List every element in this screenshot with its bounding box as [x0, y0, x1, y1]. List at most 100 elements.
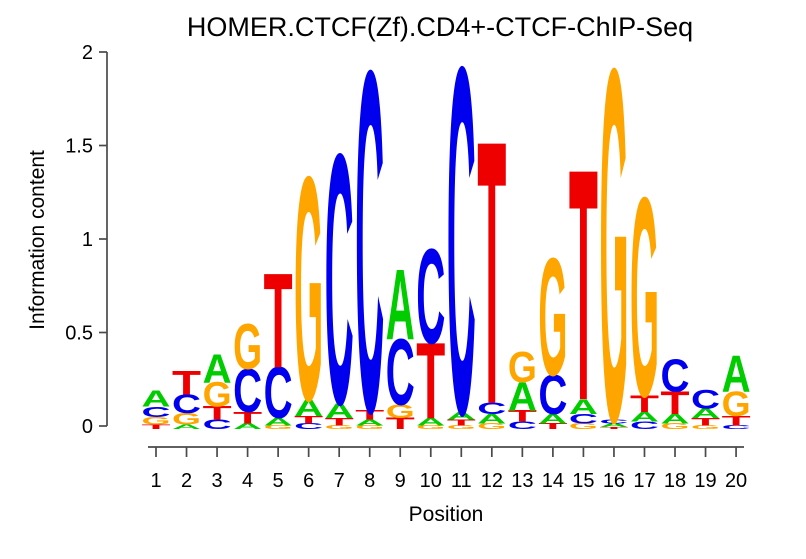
logo-letter-p6-T: T [294, 414, 323, 426]
logo-letter-p9-T: T [386, 414, 415, 432]
x-axis-tick-label: 3 [211, 470, 222, 492]
logo-letter-p20-T: T [722, 413, 751, 428]
logo-letter-p2-G: G [172, 410, 201, 428]
logo-letter-p16-G: G [600, 0, 629, 528]
logo-letter-p11-A: A [447, 410, 476, 422]
logo-letter-p4-C: C [233, 356, 262, 426]
logo-letter-p19-C: C [691, 384, 720, 414]
logo-letter-p13-T: T [508, 407, 537, 425]
logo-letter-p14-A: A [538, 411, 567, 426]
logo-letter-p13-A: A [508, 374, 537, 419]
logo-letter-p4-A: A [233, 422, 262, 431]
logo-letter-p16-T: T [600, 427, 629, 430]
logo-letter-p10-G: G [416, 424, 445, 430]
logo-letter-p20-C: C [722, 424, 751, 430]
logo-letter-p12-G: G [477, 422, 506, 431]
x-axis-tick-label: 4 [242, 470, 253, 492]
x-axis-tick-label: 9 [395, 470, 406, 492]
logo-letter-p7-G: G [325, 424, 354, 430]
x-axis-tick-label: 5 [273, 470, 284, 492]
x-axis-tick-label: 12 [481, 470, 503, 492]
logo-letter-p2-T: T [172, 364, 201, 402]
logo-letter-p14-G: G [538, 224, 567, 411]
logo-letter-p12-C: C [477, 399, 506, 417]
x-axis-tick-label: 11 [451, 470, 472, 492]
logo-letter-p11-G: G [447, 424, 476, 430]
logo-letter-p2-A: A [172, 423, 201, 431]
logo-letter-p19-G: G [691, 424, 720, 430]
logo-letter-p3-T: T [203, 403, 232, 424]
x-axis-tick-label: 7 [334, 470, 345, 492]
logo-letter-p1-G: G [142, 415, 171, 427]
logo-letter-p5-A: A [264, 416, 293, 428]
logo-letter-p15-G: G [569, 422, 598, 431]
logo-letter-p5-G: G [264, 424, 293, 430]
logo-letter-p12-A: A [477, 411, 506, 426]
y-axis-tick-label: 0.5 [65, 323, 93, 345]
logo-letter-p1-C: C [142, 403, 171, 420]
logo-letter-p13-G: G [508, 343, 537, 391]
logo-letter-p1-T: T [142, 423, 171, 431]
logo-letter-p19-A: A [691, 406, 720, 421]
logo-letter-p7-A: A [325, 399, 354, 423]
logo-letter-p14-T: T [538, 422, 567, 431]
logo-letter-p2-C: C [172, 389, 201, 419]
logo-letter-p17-C: C [630, 419, 659, 431]
x-axis-tick-label: 14 [542, 470, 564, 492]
logo-letter-p9-A: A [386, 249, 415, 361]
logo-letter-p6-G: G [294, 112, 323, 468]
logo-letter-p4-T: T [233, 409, 262, 427]
logo-letter-p8-C: C [355, 0, 384, 514]
logo-letter-p15-A: A [569, 395, 598, 419]
logo-letter-p17-A: A [630, 409, 659, 424]
logo-letter-p14-C: C [538, 363, 567, 427]
y-axis-tick-label: 1.5 [65, 136, 93, 158]
logo-letter-p5-T: T [264, 246, 293, 397]
y-axis-tick-label: 0 [82, 416, 93, 438]
x-axis-tick-label: 6 [303, 470, 314, 492]
logo-letter-p19-T: T [691, 416, 720, 428]
logo-letter-p10-T: T [416, 321, 445, 442]
logo-letter-p20-A: A [722, 345, 751, 403]
x-axis-tick-label: 15 [572, 470, 594, 492]
x-axis-label: Position [408, 503, 484, 526]
x-axis-tick-label: 10 [420, 470, 442, 492]
logo-letter-p8-G: G [355, 424, 384, 430]
x-axis-tick-label: 17 [633, 470, 655, 492]
logo-letter-p3-A: A [203, 346, 232, 391]
logo-letter-p20-G: G [722, 384, 751, 423]
logo-letter-p7-C: C [325, 79, 354, 479]
logo-letter-p9-C: C [386, 319, 415, 425]
x-axis-tick-label: 13 [511, 470, 533, 492]
y-axis-tick-label: 1 [82, 229, 93, 251]
logo-letter-p18-A: A [661, 411, 690, 426]
logo-letter-p3-C: C [203, 417, 232, 432]
logo-letter-p16-A: A [600, 422, 629, 428]
x-axis-tick-label: 1 [150, 470, 161, 492]
logo-letter-p6-A: A [294, 394, 323, 421]
logo-letter-p11-C: C [447, 0, 476, 518]
logo-letter-p8-A: A [355, 418, 384, 427]
logo-letter-p3-G: G [203, 375, 232, 414]
logo-letter-p12-T: T [477, 64, 506, 484]
logo-letter-p7-T: T [325, 416, 354, 428]
logo-letter-p10-A: A [416, 416, 445, 428]
logo-letter-p18-C: C [661, 351, 690, 402]
logo-letter-p16-C: C [600, 419, 629, 425]
x-axis-tick-label: 19 [694, 470, 716, 492]
logo-letter-p18-G: G [661, 422, 690, 431]
logo-letter-p15-T: T [569, 100, 598, 470]
logo-letter-p4-G: G [233, 311, 262, 383]
logo-letter-p1-A: A [142, 386, 171, 412]
logo-letter-p10-C: C [416, 221, 445, 372]
logo-letter-p9-G: G [386, 401, 415, 422]
x-axis-tick-label: 8 [364, 470, 375, 492]
x-axis-tick-label: 2 [181, 470, 192, 492]
logo-letter-p18-T: T [661, 385, 690, 421]
logo-letter-p15-C: C [569, 411, 598, 426]
logo-letter-p17-T: T [630, 390, 659, 417]
logo-letter-p5-C: C [264, 352, 293, 434]
logo-letter-p17-G: G [630, 139, 659, 457]
